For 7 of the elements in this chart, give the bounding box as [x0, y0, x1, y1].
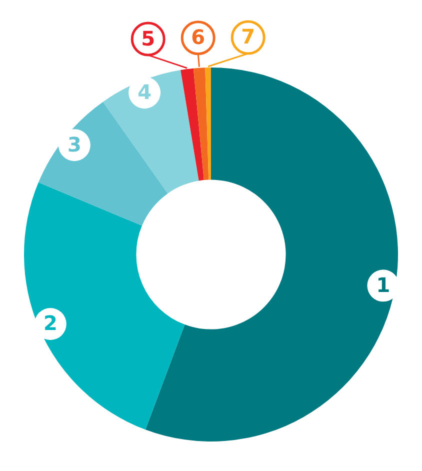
slice-label: 7	[241, 24, 256, 49]
slice-label: 2	[43, 311, 58, 336]
slice-label: 6	[191, 25, 206, 50]
slice-label: 5	[141, 26, 156, 50]
slice-label: 1	[376, 272, 390, 297]
slice-label: 4	[138, 80, 152, 104]
slice-label: 3	[67, 132, 82, 156]
